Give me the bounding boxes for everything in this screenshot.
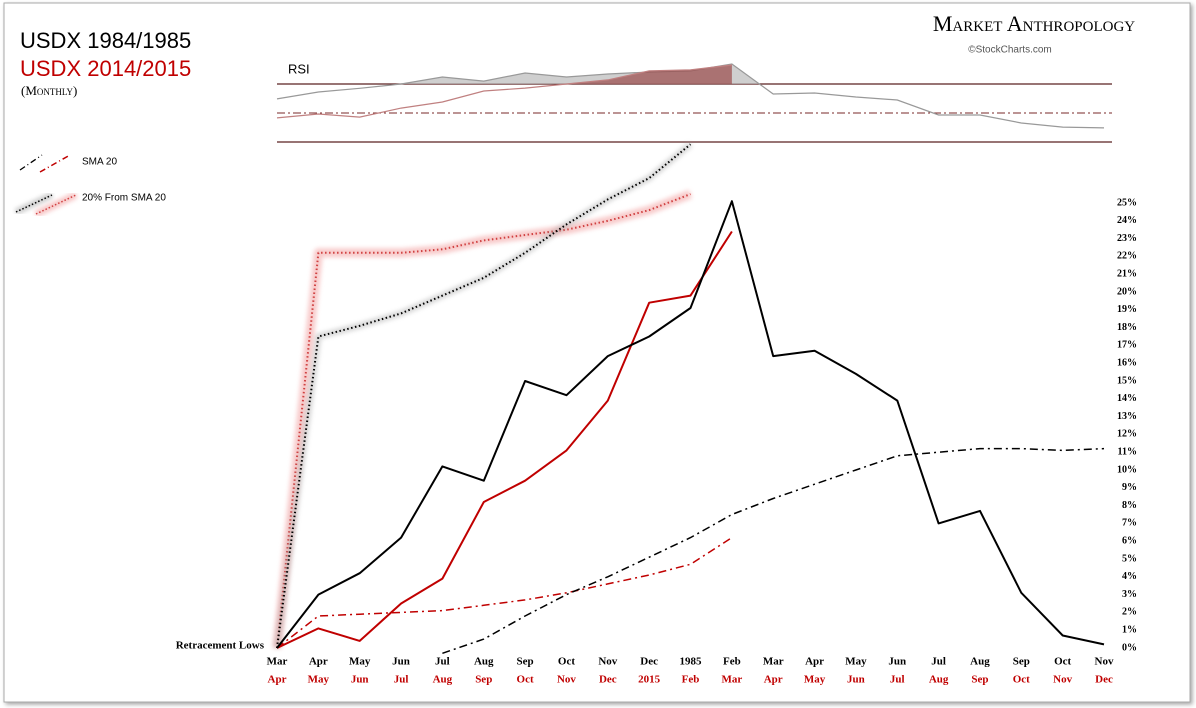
x-tick-label: Sep	[517, 656, 534, 668]
y-tick-label: 22%	[1117, 251, 1137, 262]
annotation: Retracement Lows	[176, 640, 265, 652]
x-tick-label-2: Dec	[1095, 674, 1113, 686]
rsi-area	[277, 65, 732, 84]
y-tick-label: 9%	[1122, 482, 1137, 493]
x-tick-label: May	[349, 656, 371, 668]
x-tick-label: Aug	[970, 656, 990, 668]
x-tick-label: Mar	[763, 656, 784, 668]
title: USDX 1984/1985	[20, 28, 191, 53]
brand: Market Anthropology	[933, 11, 1135, 36]
rsi-line	[276, 64, 732, 119]
series-line	[442, 447, 1105, 655]
x-tick-label: Apr	[309, 656, 328, 668]
rsi-label: RSI	[288, 61, 310, 76]
x-tick-label: Jul	[435, 656, 450, 668]
x-tick-label: Jun	[888, 656, 906, 668]
x-tick-label-2: Apr	[268, 674, 287, 686]
x-tick-label: Aug	[474, 656, 494, 668]
y-tick-label: 15%	[1117, 375, 1137, 386]
x-tick-label: Mar	[267, 656, 288, 668]
x-tick-label-2: Apr	[764, 674, 783, 686]
x-tick-label-2: Feb	[682, 674, 700, 686]
legend-glyph	[19, 154, 43, 171]
y-tick-label: 3%	[1122, 589, 1137, 600]
y-tick-label: 19%	[1117, 304, 1137, 315]
y-tick-label: 25%	[1117, 197, 1137, 208]
x-tick-label: Oct	[558, 656, 575, 668]
x-tick-label: Nov	[1095, 656, 1114, 668]
subtitle: (Monthly)	[21, 83, 77, 98]
x-tick-label-2: Sep	[971, 674, 988, 686]
x-tick-label-2: May	[308, 674, 330, 686]
series-line	[276, 143, 692, 649]
y-tick-label: 4%	[1122, 571, 1137, 582]
x-tick-label: Nov	[598, 656, 617, 668]
x-tick-label-2: Jun	[847, 674, 865, 686]
y-tick-label: 8%	[1122, 500, 1137, 511]
legend-glyph	[35, 194, 77, 215]
y-tick-label: 10%	[1117, 464, 1137, 475]
x-tick-label-2: Oct	[517, 674, 534, 686]
x-tick-label: Apr	[805, 656, 824, 668]
y-tick-label: 12%	[1117, 429, 1137, 440]
y-tick-label: 6%	[1122, 535, 1137, 546]
y-tick-label: 18%	[1117, 322, 1137, 333]
y-tick-label: 17%	[1117, 340, 1137, 351]
y-tick-label: 24%	[1117, 215, 1137, 226]
x-tick-label: Jul	[931, 656, 946, 668]
y-tick-label: 0%	[1122, 642, 1137, 653]
series-line	[276, 200, 1105, 649]
x-tick-label-2: Nov	[1053, 674, 1072, 686]
y-tick-label: 16%	[1117, 357, 1137, 368]
x-tick-label-2: Nov	[557, 674, 576, 686]
legend-label: 20% From SMA 20	[82, 193, 166, 204]
x-tick-label: Jun	[392, 656, 410, 668]
x-tick-label-2: 2015	[638, 674, 661, 686]
y-tick-label: 7%	[1122, 518, 1137, 529]
credit: ©StockCharts.com	[968, 45, 1052, 56]
y-tick-label: 1%	[1122, 624, 1137, 635]
x-tick-label-2: Aug	[433, 674, 453, 686]
y-tick-label: 2%	[1122, 607, 1137, 618]
y-tick-label: 11%	[1118, 446, 1137, 457]
x-tick-label-2: Dec	[599, 674, 617, 686]
y-tick-label: 13%	[1117, 411, 1137, 422]
series-line	[276, 230, 733, 649]
x-tick-label: Sep	[1013, 656, 1030, 668]
x-tick-label: Feb	[723, 656, 741, 668]
y-tick-label: 20%	[1117, 286, 1137, 297]
y-tick-label: 21%	[1117, 268, 1137, 279]
x-tick-label-2: Mar	[721, 674, 742, 686]
x-tick-label: 1985	[680, 656, 703, 668]
y-tick-label: 5%	[1122, 553, 1137, 564]
x-tick-label-2: Sep	[475, 674, 492, 686]
x-tick-label: Dec	[640, 656, 658, 668]
x-tick-label-2: Aug	[929, 674, 949, 686]
x-tick-label-2: Oct	[1013, 674, 1030, 686]
frame	[3, 2, 1191, 703]
x-tick-label: Oct	[1054, 656, 1071, 668]
y-tick-label: 23%	[1117, 233, 1137, 244]
x-tick-label-2: Jul	[394, 674, 409, 686]
legend-glyph	[39, 154, 71, 173]
series-line	[276, 536, 733, 649]
x-tick-label-2: Jul	[890, 674, 905, 686]
x-tick-label: May	[845, 656, 867, 668]
y-tick-label: 14%	[1117, 393, 1137, 404]
legend-glyph	[14, 192, 54, 215]
title2: USDX 2014/2015	[20, 56, 191, 81]
x-tick-label-2: May	[804, 674, 826, 686]
legend-label: SMA 20	[82, 157, 117, 168]
x-tick-label-2: Jun	[351, 674, 369, 686]
series-line	[276, 193, 691, 649]
